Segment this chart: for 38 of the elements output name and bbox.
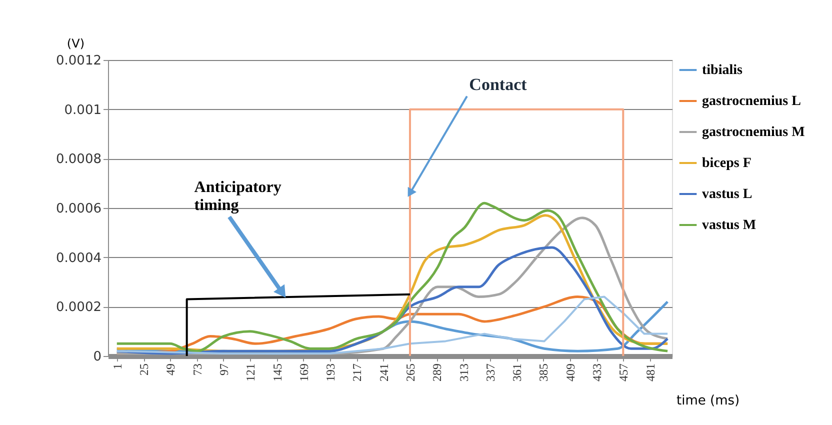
x-tick-label: 97 bbox=[216, 364, 231, 376]
y-tick-label: 0.0004 bbox=[56, 250, 102, 266]
legend-label: gastrocnemius M bbox=[702, 125, 805, 140]
legend-label: tibialis bbox=[702, 63, 744, 78]
y-tick-label: 0.0008 bbox=[56, 152, 102, 168]
y-tick-label: 0 bbox=[93, 350, 102, 364]
x-tick-label: 145 bbox=[270, 364, 284, 382]
x-tick-label: 289 bbox=[430, 364, 444, 382]
annotation: Anticipatory timing bbox=[194, 178, 282, 214]
x-tick-label: 169 bbox=[296, 364, 311, 382]
y-tick-label: 0.001 bbox=[64, 102, 102, 118]
x-tick-label: 1 bbox=[110, 364, 124, 370]
x-tick-label: 193 bbox=[324, 364, 338, 382]
x-tick-label: 433 bbox=[590, 364, 604, 382]
annotation: Contact bbox=[469, 75, 528, 94]
y-tick-label: 0.0006 bbox=[56, 202, 102, 216]
y-tick-label: 0.0012 bbox=[56, 54, 102, 68]
y-tick-label: 0.0002 bbox=[56, 300, 102, 316]
x-tick-label: 361 bbox=[510, 364, 524, 382]
x-tick-label: 337 bbox=[483, 364, 498, 382]
x-tick-label: 49 bbox=[164, 364, 178, 376]
x-tick-label: 25 bbox=[137, 364, 152, 376]
legend-label: vastus M bbox=[702, 218, 756, 233]
legend-label: biceps F bbox=[702, 156, 752, 171]
y-axis-title: (V) bbox=[66, 36, 84, 50]
x-tick-label: 265 bbox=[403, 364, 418, 382]
legend-label: vastus L bbox=[702, 187, 752, 202]
x-tick-label: 121 bbox=[244, 364, 258, 382]
x-tick-label: 313 bbox=[456, 364, 471, 382]
x-tick-label: 457 bbox=[616, 364, 631, 382]
x-tick-label: 73 bbox=[190, 364, 204, 376]
x-tick-label: 241 bbox=[376, 364, 391, 382]
x-tick-label: 481 bbox=[643, 364, 658, 382]
x-tick-label: 409 bbox=[563, 364, 578, 382]
x-tick-label: 385 bbox=[536, 364, 551, 382]
x-tick-label: 217 bbox=[350, 364, 364, 382]
legend-label: gastrocnemius L bbox=[702, 94, 801, 109]
x-axis-title: time (ms) bbox=[676, 394, 740, 408]
